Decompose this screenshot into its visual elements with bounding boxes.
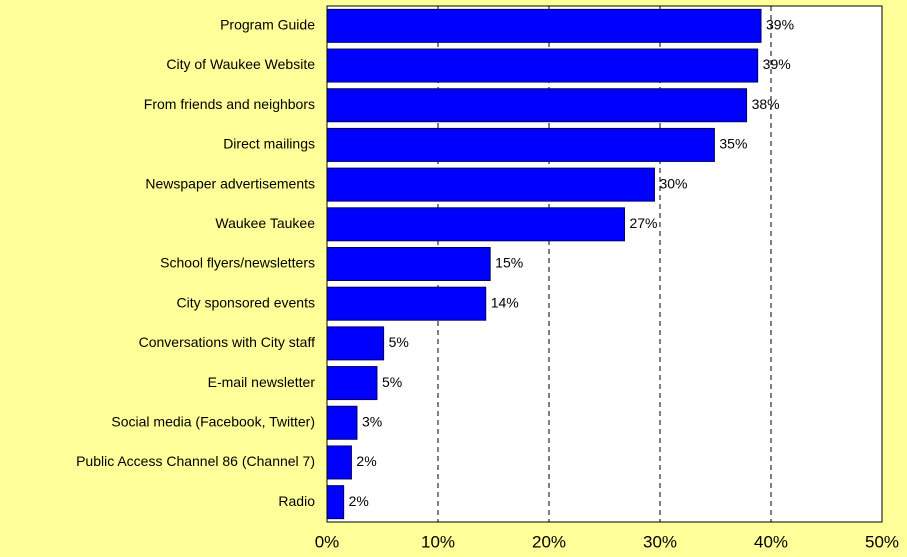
value-label: 27% (629, 215, 657, 231)
bar (326, 88, 748, 123)
plot-border (326, 5, 883, 523)
value-label: 38% (752, 96, 780, 112)
bar (326, 405, 358, 440)
y-tick-label: School flyers/newsletters (160, 255, 315, 271)
value-label: 3% (362, 413, 382, 429)
x-tick-label: 20% (532, 532, 566, 551)
value-label: 39% (766, 17, 794, 33)
value-label: 5% (389, 334, 409, 350)
y-tick-label: Direct mailings (223, 136, 315, 152)
bar (326, 485, 345, 520)
x-tick-label: 50% (865, 532, 899, 551)
y-tick-label: City of Waukee Website (166, 56, 315, 72)
bar (326, 8, 762, 43)
bar (326, 286, 487, 321)
x-tick-label: 30% (643, 532, 677, 551)
value-label: 35% (719, 136, 747, 152)
bar (326, 127, 715, 162)
bar (326, 247, 491, 281)
y-tick-label: E-mail newsletter (208, 374, 316, 390)
y-tick-label: Social media (Facebook, Twitter) (111, 413, 315, 429)
value-label: 2% (356, 453, 376, 469)
x-tick-label: 40% (754, 532, 788, 551)
bar (326, 366, 378, 401)
x-tick-label: 10% (421, 532, 455, 551)
bar (326, 445, 352, 480)
y-tick-label: Waukee Taukee (215, 215, 315, 231)
y-tick-label: Newspaper advertisements (145, 175, 315, 191)
bar (326, 167, 655, 202)
value-label: 14% (491, 294, 519, 310)
x-tick-label: 0% (315, 532, 340, 551)
y-tick-label: Conversations with City staff (139, 334, 315, 350)
value-label: 15% (495, 255, 523, 271)
value-label: 30% (659, 175, 687, 191)
bar (326, 326, 385, 361)
value-label: 5% (382, 374, 402, 390)
y-tick-label: From friends and neighbors (144, 96, 315, 112)
y-tick-label: Radio (278, 493, 315, 509)
y-tick-label: Program Guide (220, 17, 315, 33)
y-tick-label: City sponsored events (176, 294, 315, 310)
y-tick-label: Public Access Channel 86 (Channel 7) (76, 453, 315, 469)
value-label: 2% (349, 493, 369, 509)
value-label: 39% (763, 56, 791, 72)
bar (326, 48, 759, 83)
bar (326, 207, 625, 242)
